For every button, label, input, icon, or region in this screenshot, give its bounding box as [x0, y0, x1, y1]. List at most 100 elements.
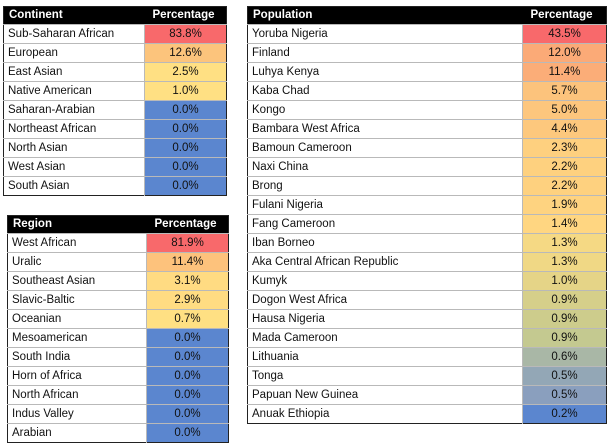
row-name-cell[interactable]: European [3, 43, 145, 63]
row-name-cell[interactable]: Southeast Asian [7, 271, 147, 291]
row-percentage-cell[interactable]: 0.0% [146, 385, 229, 405]
row-percentage-cell[interactable]: 0.0% [146, 423, 229, 443]
row-name-cell[interactable]: Tonga [247, 366, 523, 386]
table-row[interactable]: European 12.6% [3, 43, 227, 63]
table-row[interactable]: Iban Borneo 1.3% [247, 233, 607, 253]
table-row[interactable]: Saharan-Arabian 0.0% [3, 100, 227, 120]
column-header-population[interactable]: Population [247, 6, 523, 25]
row-name-cell[interactable]: Indus Valley [7, 404, 147, 424]
row-name-cell[interactable]: West Asian [3, 157, 145, 177]
column-header-percentage[interactable]: Percentage [146, 215, 229, 234]
table-row[interactable]: West Asian 0.0% [3, 157, 227, 177]
row-percentage-cell[interactable]: 1.0% [144, 81, 227, 101]
row-percentage-cell[interactable]: 1.4% [522, 214, 607, 234]
row-name-cell[interactable]: North African [7, 385, 147, 405]
row-percentage-cell[interactable]: 0.9% [522, 328, 607, 348]
row-name-cell[interactable]: Kongo [247, 100, 523, 120]
table-row[interactable]: Kaba Chad 5.7% [247, 81, 607, 101]
row-name-cell[interactable]: Luhya Kenya [247, 62, 523, 82]
row-percentage-cell[interactable]: 1.3% [522, 252, 607, 272]
row-percentage-cell[interactable]: 83.8% [144, 24, 227, 44]
row-percentage-cell[interactable]: 1.3% [522, 233, 607, 253]
table-row[interactable]: Aka Central African Republic 1.3% [247, 252, 607, 272]
row-percentage-cell[interactable]: 1.9% [522, 195, 607, 215]
row-name-cell[interactable]: South India [7, 347, 147, 367]
row-name-cell[interactable]: West African [7, 233, 147, 253]
row-percentage-cell[interactable]: 0.0% [146, 366, 229, 386]
table-row[interactable]: Slavic-Baltic 2.9% [7, 290, 229, 310]
table-row[interactable]: Dogon West Africa 0.9% [247, 290, 607, 310]
table-row[interactable]: Kongo 5.0% [247, 100, 607, 120]
table-row[interactable]: Bamoun Cameroon 2.3% [247, 138, 607, 158]
row-name-cell[interactable]: North Asian [3, 138, 145, 158]
row-percentage-cell[interactable]: 0.5% [522, 366, 607, 386]
row-name-cell[interactable]: South Asian [3, 176, 145, 196]
row-percentage-cell[interactable]: 81.9% [146, 233, 229, 253]
row-percentage-cell[interactable]: 12.0% [522, 43, 607, 63]
row-name-cell[interactable]: Anuak Ethiopia [247, 404, 523, 424]
row-name-cell[interactable]: Fang Cameroon [247, 214, 523, 234]
table-row[interactable]: Fang Cameroon 1.4% [247, 214, 607, 234]
table-row[interactable]: North Asian 0.0% [3, 138, 227, 158]
row-percentage-cell[interactable]: 0.0% [146, 328, 229, 348]
row-name-cell[interactable]: Sub-Saharan African [3, 24, 145, 44]
row-name-cell[interactable]: Slavic-Baltic [7, 290, 147, 310]
table-row[interactable]: Native American 1.0% [3, 81, 227, 101]
table-row[interactable]: Papuan New Guinea 0.5% [247, 385, 607, 405]
table-row[interactable]: Bambara West Africa 4.4% [247, 119, 607, 139]
row-percentage-cell[interactable]: 1.0% [522, 271, 607, 291]
table-row[interactable]: Naxi China 2.2% [247, 157, 607, 177]
row-name-cell[interactable]: Uralic [7, 252, 147, 272]
row-name-cell[interactable]: Papuan New Guinea [247, 385, 523, 405]
row-percentage-cell[interactable]: 0.7% [146, 309, 229, 329]
row-percentage-cell[interactable]: 43.5% [522, 24, 607, 44]
row-percentage-cell[interactable]: 4.4% [522, 119, 607, 139]
table-row[interactable]: Tonga 0.5% [247, 366, 607, 386]
row-percentage-cell[interactable]: 0.0% [146, 347, 229, 367]
row-percentage-cell[interactable]: 0.0% [144, 119, 227, 139]
row-percentage-cell[interactable]: 2.5% [144, 62, 227, 82]
row-percentage-cell[interactable]: 2.9% [146, 290, 229, 310]
row-name-cell[interactable]: Saharan-Arabian [3, 100, 145, 120]
table-row[interactable]: Mesoamerican 0.0% [7, 328, 229, 348]
row-percentage-cell[interactable]: 2.2% [522, 157, 607, 177]
row-name-cell[interactable]: Naxi China [247, 157, 523, 177]
row-name-cell[interactable]: Arabian [7, 423, 147, 443]
row-percentage-cell[interactable]: 2.3% [522, 138, 607, 158]
table-row[interactable]: Yoruba Nigeria 43.5% [247, 24, 607, 44]
row-name-cell[interactable]: Hausa Nigeria [247, 309, 523, 329]
row-name-cell[interactable]: Fulani Nigeria [247, 195, 523, 215]
column-header-percentage[interactable]: Percentage [144, 6, 227, 25]
row-name-cell[interactable]: Kaba Chad [247, 81, 523, 101]
row-percentage-cell[interactable]: 0.0% [144, 157, 227, 177]
row-percentage-cell[interactable]: 11.4% [522, 62, 607, 82]
row-percentage-cell[interactable]: 5.7% [522, 81, 607, 101]
table-row[interactable]: Hausa Nigeria 0.9% [247, 309, 607, 329]
table-row[interactable]: West African 81.9% [7, 233, 229, 253]
table-row[interactable]: South India 0.0% [7, 347, 229, 367]
table-row[interactable]: Sub-Saharan African 83.8% [3, 24, 227, 44]
row-percentage-cell[interactable]: 11.4% [146, 252, 229, 272]
row-percentage-cell[interactable]: 0.0% [144, 138, 227, 158]
row-percentage-cell[interactable]: 2.2% [522, 176, 607, 196]
table-row[interactable]: Mada Cameroon 0.9% [247, 328, 607, 348]
table-row[interactable]: Indus Valley 0.0% [7, 404, 229, 424]
table-row[interactable]: Horn of Africa 0.0% [7, 366, 229, 386]
row-name-cell[interactable]: Finland [247, 43, 523, 63]
row-percentage-cell[interactable]: 3.1% [146, 271, 229, 291]
column-header-continent[interactable]: Continent [3, 6, 145, 25]
row-percentage-cell[interactable]: 0.5% [522, 385, 607, 405]
row-name-cell[interactable]: Kumyk [247, 271, 523, 291]
row-percentage-cell[interactable]: 0.6% [522, 347, 607, 367]
row-name-cell[interactable]: Mada Cameroon [247, 328, 523, 348]
row-percentage-cell[interactable]: 0.9% [522, 309, 607, 329]
table-row[interactable]: Oceanian 0.7% [7, 309, 229, 329]
row-name-cell[interactable]: Oceanian [7, 309, 147, 329]
column-header-region[interactable]: Region [7, 215, 147, 234]
row-name-cell[interactable]: Northeast African [3, 119, 145, 139]
table-row[interactable]: Fulani Nigeria 1.9% [247, 195, 607, 215]
row-name-cell[interactable]: East Asian [3, 62, 145, 82]
row-percentage-cell[interactable]: 0.0% [144, 176, 227, 196]
table-row[interactable]: Arabian 0.0% [7, 423, 229, 443]
table-row[interactable]: Northeast African 0.0% [3, 119, 227, 139]
